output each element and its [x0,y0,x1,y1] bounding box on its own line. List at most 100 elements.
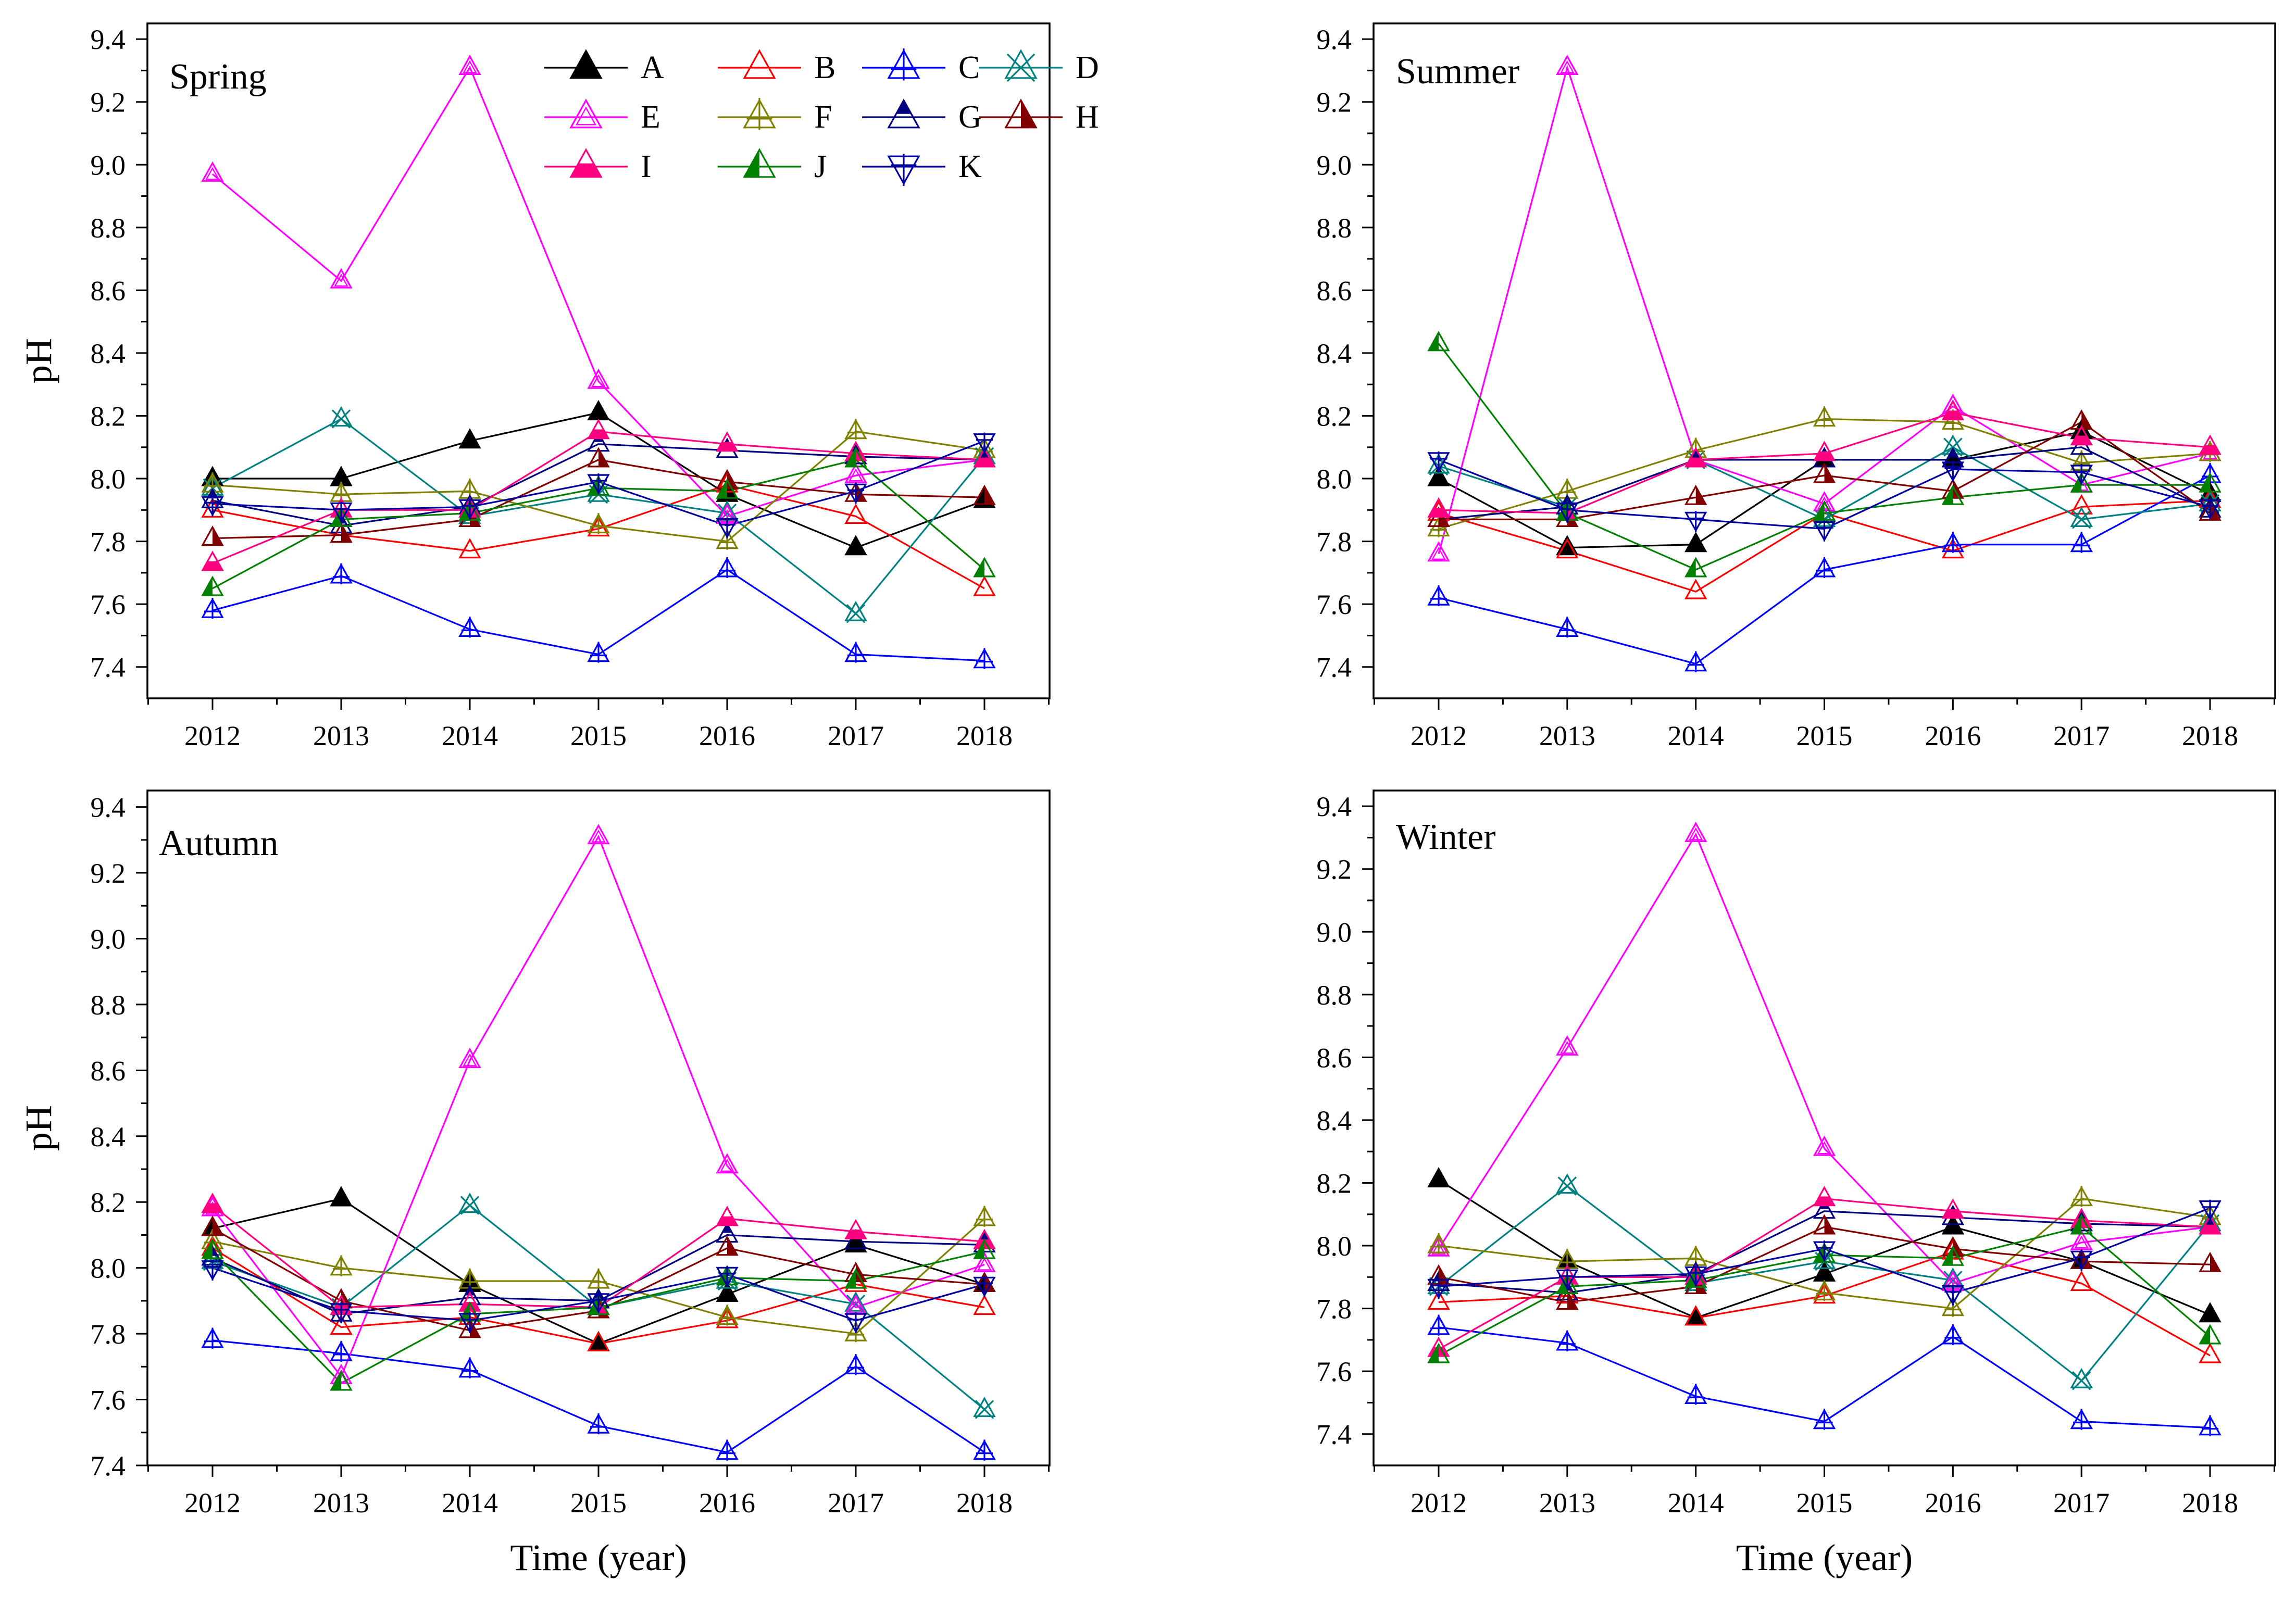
data-point-J [844,447,867,468]
data-point-H [1813,1214,1836,1235]
legend-item-E: E [544,98,660,135]
data-point-C [716,557,739,578]
data-point-H [1556,1289,1579,1310]
data-point-C [458,1357,481,1378]
data-point-K [201,1259,224,1281]
legend-label: D [1076,50,1099,85]
data-point-K [1556,1269,1579,1290]
x-axis-title: Time (year) [510,1537,687,1578]
data-point-D [1556,1173,1579,1196]
data-point-A [1427,1167,1450,1188]
plot-frame [1372,22,2276,699]
x-tick-label: 2016 [699,1487,755,1519]
data-point-E [1427,541,1450,562]
x-tick-label: 2014 [1668,1487,1724,1519]
data-point-C [1427,1314,1450,1336]
data-point-K [330,501,353,523]
data-point-E [973,1251,996,1272]
plot-frame [146,789,1051,1466]
data-point-K [1813,520,1836,542]
data-point-A [587,400,610,421]
legend-item-B: B [718,49,835,85]
data-point-J [844,1268,867,1289]
x-tick-label: 2015 [570,720,627,751]
data-point-J [1941,1245,1965,1266]
data-point-F [716,1305,739,1326]
y-tick-label: 8.8 [1317,980,1352,1011]
data-point-K [587,473,610,495]
data-point-B [1941,538,1965,559]
data-point-D [330,406,353,429]
y-tick-label: 7.6 [1317,1356,1352,1387]
x-tick-label: 2013 [313,1487,369,1519]
data-point-K [1427,1278,1450,1299]
legend-label: H [1076,99,1099,135]
data-point-B [1684,579,1707,599]
data-point-A [1684,532,1707,553]
x-tick-label: 2017 [828,1487,884,1519]
data-point-J [1941,484,1965,505]
data-point-F [844,419,867,440]
data-point-I [201,550,224,571]
y-tick-label: 7.8 [91,1319,126,1350]
data-point-I [2199,1214,2222,1235]
data-point-J [1813,500,1836,521]
y-tick-label: 9.2 [1317,87,1352,118]
data-point-C [330,563,353,584]
data-point-J [973,1238,996,1259]
panel-summer: 7.4 7.6 7.8 8.0 8.2 8.4 8.6 8.8 9.0 9.2 9.4 2012 201… [1317,22,2276,751]
data-point-F [330,1255,353,1276]
data-point-J [1427,1343,1450,1363]
data-point-C [1941,532,1965,553]
y-tick-label: 9.2 [91,858,126,889]
data-point-C [1556,1330,1579,1351]
data-point-C [330,1340,353,1362]
data-point-B [2070,494,2093,515]
y-tick-label: 9.0 [1317,149,1352,181]
data-point-F [1427,1233,1450,1255]
data-point-K [458,498,481,520]
data-point-A [716,1281,739,1302]
series-line-E [211,65,985,518]
series-line-E [1438,832,2211,1285]
data-point-H [201,1215,224,1236]
data-point-I [973,447,996,468]
data-point-K [1941,1284,1965,1306]
data-point-C [973,1439,996,1461]
data-point-D [973,1397,996,1419]
data-point-D [2070,506,2093,529]
x-tick-label: 2013 [1539,1487,1595,1519]
legend-item-J: J [718,148,827,184]
data-point-E [201,161,224,182]
data-point-J [587,1295,610,1315]
data-point-F [973,1206,996,1227]
data-point-I [1813,441,1836,461]
y-axis-title: pH [18,1105,59,1151]
legend-label: I [641,149,652,184]
data-point-I [1684,447,1707,468]
data-point-F [2070,1186,2093,1207]
series-markers-B [201,1235,996,1351]
data-point-H [458,1318,481,1338]
data-point-D [2070,1368,2093,1390]
series-markers-K [1427,1199,2222,1306]
legend-item-C: C [862,48,980,85]
data-point-H [587,447,610,468]
x-tick-label: 2014 [1668,720,1724,751]
x-tick-label: 2016 [1925,720,1981,751]
data-point-C [1941,1324,1965,1345]
x-tick-label: 2015 [1796,720,1853,751]
x-tick-label: 2017 [2053,720,2110,751]
data-point-E [587,824,610,845]
data-point-J [330,506,353,528]
x-tick-label: 2018 [956,1487,1013,1519]
data-point-D [844,600,867,623]
data-point-B [458,538,481,559]
data-point-I [716,1206,739,1226]
legend-item-I: I [544,148,652,184]
data-point-K [844,483,867,504]
y-tick-label: 9.2 [1317,854,1352,885]
data-point-B [2199,1343,2222,1363]
y-tick-label: 8.4 [91,338,126,369]
legend-label: F [814,99,832,135]
